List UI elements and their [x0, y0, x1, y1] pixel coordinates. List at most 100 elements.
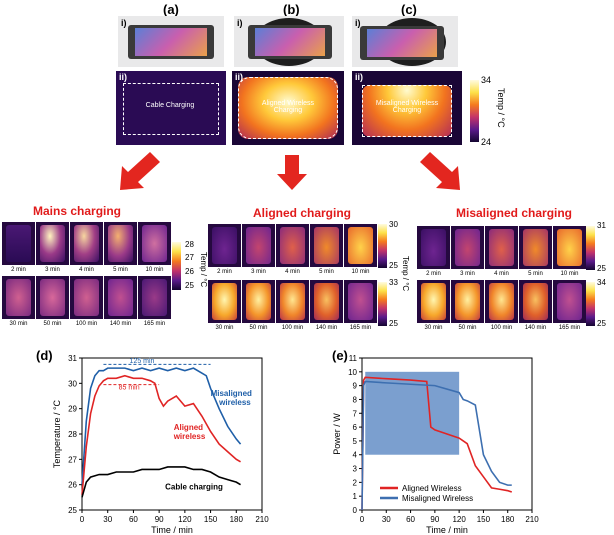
time-label: 30 min [9, 321, 28, 327]
thermal-cell [417, 280, 450, 323]
label-wireless: wireless [173, 432, 206, 441]
colorbar-aligned-2 [378, 282, 387, 326]
time-label: 4 min [285, 269, 300, 275]
y-tick-label: 0 [353, 506, 358, 515]
thermal-cell [519, 226, 552, 269]
series-line [81, 466, 241, 498]
thermal-cell [485, 226, 518, 269]
thermal-cell [104, 222, 137, 265]
sub-label-i-b: i) [237, 18, 243, 28]
time-label: 30 min [215, 325, 234, 331]
thermal-cell [451, 226, 484, 269]
thermal-cell [242, 224, 275, 267]
title-misaligned-charging: Misaligned charging [456, 206, 573, 220]
thermal-cell [553, 280, 586, 323]
thermal-cell [242, 280, 275, 323]
panel-label-c: (c) [401, 2, 417, 17]
label-cable-charging: Cable charging [165, 483, 223, 492]
series-line [81, 374, 241, 495]
y-tick-label: 8 [353, 395, 358, 404]
x-tick-label: 210 [525, 515, 539, 524]
colorbar-aligned-1-max: 30 [389, 220, 398, 229]
panel-label-b: (b) [283, 2, 300, 17]
time-label: 2 min [11, 267, 26, 273]
time-label: 100 min [490, 325, 513, 331]
colorbar-mains-tick: 25 [185, 281, 194, 290]
title-mains-charging: Mains charging [33, 204, 122, 218]
thermal-cell [310, 224, 343, 267]
thermal-aligned [232, 71, 344, 145]
thermal-cell [344, 224, 377, 267]
colorbar-mains-tick: 26 [185, 267, 194, 276]
time-label: 100 min [281, 325, 304, 331]
time-label: 50 min [249, 325, 268, 331]
x-axis-label: Time / min [426, 525, 468, 535]
time-label: 4 min [494, 271, 509, 277]
colorbar-misaligned-1 [586, 226, 595, 270]
time-label: 3 min [45, 267, 60, 273]
y-tick-label: 31 [68, 354, 77, 363]
colorbar-mains-tick: 28 [185, 240, 194, 249]
series-line [361, 380, 512, 511]
x-axis-label: Time / min [151, 525, 193, 535]
thermal-misaligned [352, 71, 462, 145]
title-aligned-charging: Aligned charging [253, 206, 352, 220]
time-label: 165 min [349, 325, 372, 331]
thermal-cell [208, 280, 241, 323]
y-tick-label: 26 [68, 481, 77, 490]
colorbar-mains-tick: 27 [185, 253, 194, 262]
x-tick-label: 120 [178, 515, 192, 524]
colorbar-aligned-1 [378, 224, 387, 268]
y-tick-label: 6 [353, 423, 358, 432]
panel-label-d: (d) [36, 348, 53, 363]
y-tick-label: 30 [68, 379, 77, 388]
time-label: 140 min [109, 321, 132, 327]
colorbar-top-max: 34 [481, 75, 492, 85]
time-label: 5 min [528, 271, 543, 277]
x-tick-label: 30 [382, 515, 391, 524]
annotation-125: 125 min [130, 358, 155, 365]
colorbar-aligned-2-min: 25 [389, 319, 398, 328]
x-tick-label: 210 [255, 515, 269, 524]
thermal-cell [451, 280, 484, 323]
colorbar-misaligned-2-min: 25 [597, 319, 606, 328]
time-label: 3 min [251, 269, 266, 275]
sub-label-ii-a: ii) [119, 72, 127, 82]
time-label: 3 min [460, 271, 475, 277]
time-label: 4 min [79, 267, 94, 273]
x-tick-label: 60 [129, 515, 138, 524]
y-tick-label: 10 [348, 368, 357, 377]
x-tick-label: 90 [155, 515, 164, 524]
arrow-center [277, 155, 307, 190]
colorbar-misaligned-2 [586, 282, 595, 326]
colorbar-misaligned-1-min: 25 [597, 264, 606, 273]
time-label: 165 min [558, 325, 581, 331]
time-label: 2 min [426, 271, 441, 277]
legend-entry: Aligned Wireless [402, 484, 462, 493]
arrow-left [120, 152, 160, 190]
thermal-cell [417, 226, 450, 269]
sub-label-ii-b: ii) [235, 72, 243, 82]
x-tick-label: 180 [230, 515, 244, 524]
y-axis-label: Power / W [332, 413, 342, 455]
y-tick-label: 9 [353, 382, 358, 391]
thermal-cell [36, 222, 69, 265]
y-tick-label: 28 [68, 430, 77, 439]
thermal-cell [276, 280, 309, 323]
y-tick-label: 25 [68, 506, 77, 515]
x-tick-label: 180 [501, 515, 515, 524]
label-aligned-wireless: Aligned Wireless Charging [261, 100, 315, 114]
x-tick-label: 150 [477, 515, 491, 524]
series-line [81, 367, 242, 485]
time-label: 140 min [524, 325, 547, 331]
chart-temperature: 0 30 60 90 120 150 180 210 25 26 27 28 29 30 31 Time / … [52, 354, 269, 535]
y-tick-label: 1 [353, 492, 358, 501]
x-tick-label: 120 [452, 515, 466, 524]
thermal-cell [70, 276, 103, 319]
sub-label-ii-c: ii) [355, 72, 363, 82]
sub-label-i-a: i) [121, 18, 127, 28]
colorbar-mains [172, 242, 181, 290]
thermal-cell [310, 280, 343, 323]
x-tick-label: 90 [430, 515, 439, 524]
series-line [361, 376, 513, 511]
